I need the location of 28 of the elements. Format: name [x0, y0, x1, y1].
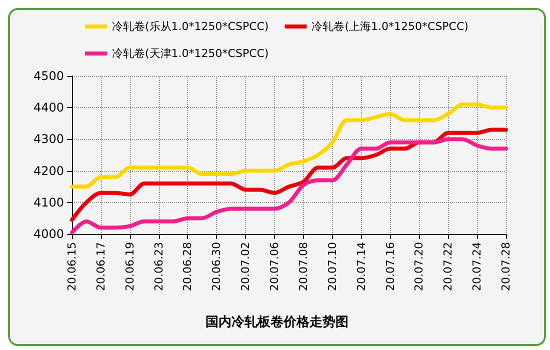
- legend-label: 冷轧卷(乐从1.0*1250*CSPCC): [112, 20, 269, 33]
- x-tick-label: 20.07.24: [470, 242, 484, 291]
- x-tick-label: 20.07.14: [354, 242, 368, 291]
- y-tick-label: 4500: [33, 69, 64, 83]
- x-tick-label: 20.07.22: [442, 242, 455, 291]
- x-tick-label: 20.06.15: [66, 242, 78, 291]
- x-tick-label: 20.07.10: [326, 242, 339, 291]
- x-tick-label: 20.07.06: [268, 242, 282, 291]
- legend-label: 冷轧卷(上海1.0*1250*CSPCC): [312, 20, 468, 33]
- y-tick-label: 4000: [33, 227, 64, 241]
- x-tick-label: 20.06.23: [152, 242, 166, 291]
- y-tick-label: 4100: [33, 195, 64, 210]
- x-tick-label: 20.06.17: [94, 242, 108, 291]
- line-series: [70, 128, 508, 222]
- x-tick-label: 20.07.28: [500, 242, 512, 291]
- x-tick-label: 20.07.20: [412, 242, 426, 291]
- x-tick-label: 20.06.30: [210, 242, 224, 291]
- legend-label: 冷轧卷(天津1.0*1250*CSPCC): [112, 47, 269, 60]
- y-tick-label: 4300: [33, 132, 64, 146]
- y-tick-label: 4400: [33, 100, 64, 115]
- x-tick-label: 20.07.02: [239, 242, 252, 291]
- text: 国内冷轧板卷价格走势图: [206, 314, 348, 330]
- x-tick-label: 20.06.19: [123, 242, 136, 291]
- y-tick-label: 4200: [33, 164, 64, 178]
- x-tick-label: 20.07.08: [296, 242, 310, 291]
- line-series: [70, 102, 508, 189]
- x-tick-label: 20.06.28: [181, 242, 194, 291]
- x-tick-label: 20.07.16: [384, 242, 397, 291]
